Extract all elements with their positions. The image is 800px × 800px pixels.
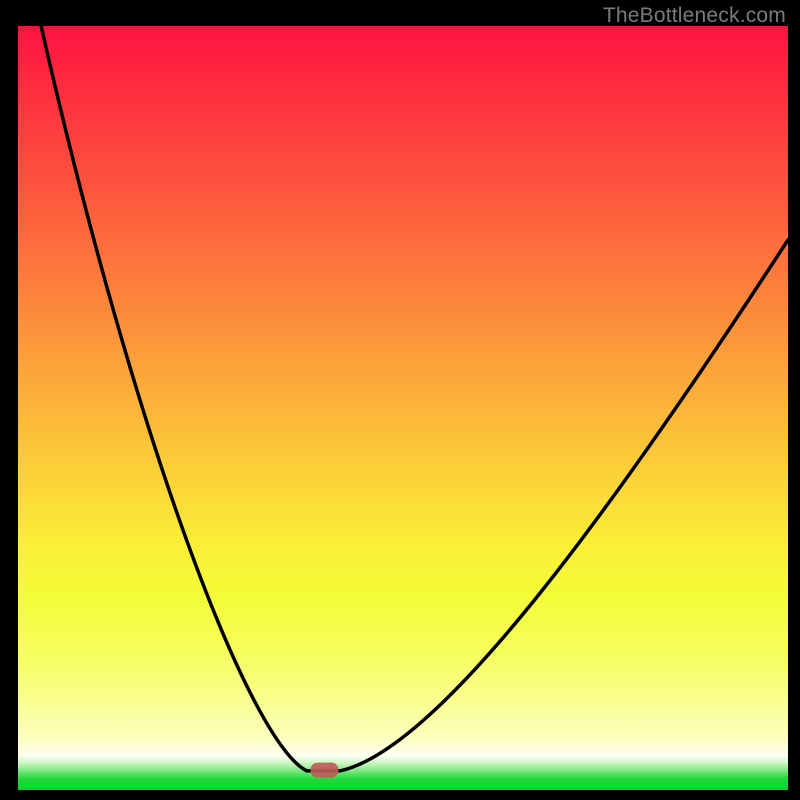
chart-svg [0, 0, 800, 800]
chart-plot-area [18, 26, 788, 790]
optimum-marker [311, 763, 339, 778]
bottleneck-chart: TheBottleneck.com [0, 0, 800, 800]
watermark-text: TheBottleneck.com [603, 4, 786, 28]
